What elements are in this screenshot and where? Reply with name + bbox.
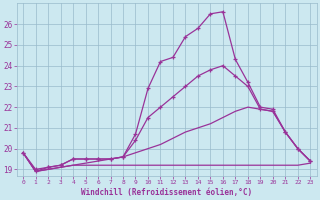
- X-axis label: Windchill (Refroidissement éolien,°C): Windchill (Refroidissement éolien,°C): [81, 188, 252, 197]
